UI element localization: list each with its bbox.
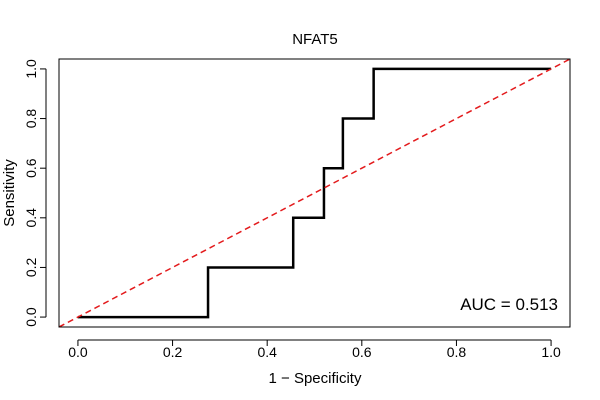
y-tick-label: 0.8: [23, 109, 39, 129]
x-tick-label: 0.2: [163, 344, 183, 360]
x-tick-label: 1.0: [541, 344, 561, 360]
y-tick-label: 1.0: [23, 59, 39, 79]
y-tick-label: 0.6: [23, 158, 39, 178]
y-tick-label: 0.2: [23, 257, 39, 277]
y-tick-label: 0.0: [23, 307, 39, 327]
x-tick-label: 0.6: [352, 344, 372, 360]
axes: 0.0 0.2 0.4 0.6 0.8 1.0 0.0 0.2 0.4 0.6 0.8 1.0: [23, 58, 571, 360]
reference-diagonal-line: [59, 59, 570, 327]
roc-curve-line: [77, 67, 552, 319]
series-group: [59, 59, 570, 327]
y-axis-title: Sensitivity: [1, 159, 18, 227]
x-axis-title: 1 − Specificity: [269, 370, 362, 387]
x-tick-label: 0.8: [447, 344, 467, 360]
x-tick-label: 0.4: [257, 344, 277, 360]
plot-area: [59, 59, 570, 327]
chart-title: NFAT5: [292, 31, 338, 48]
auc-annotation: AUC = 0.513: [460, 295, 558, 314]
x-tick-label: 0.0: [68, 344, 88, 360]
plot-frame: [58, 58, 571, 328]
y-tick-label: 0.4: [23, 208, 39, 228]
